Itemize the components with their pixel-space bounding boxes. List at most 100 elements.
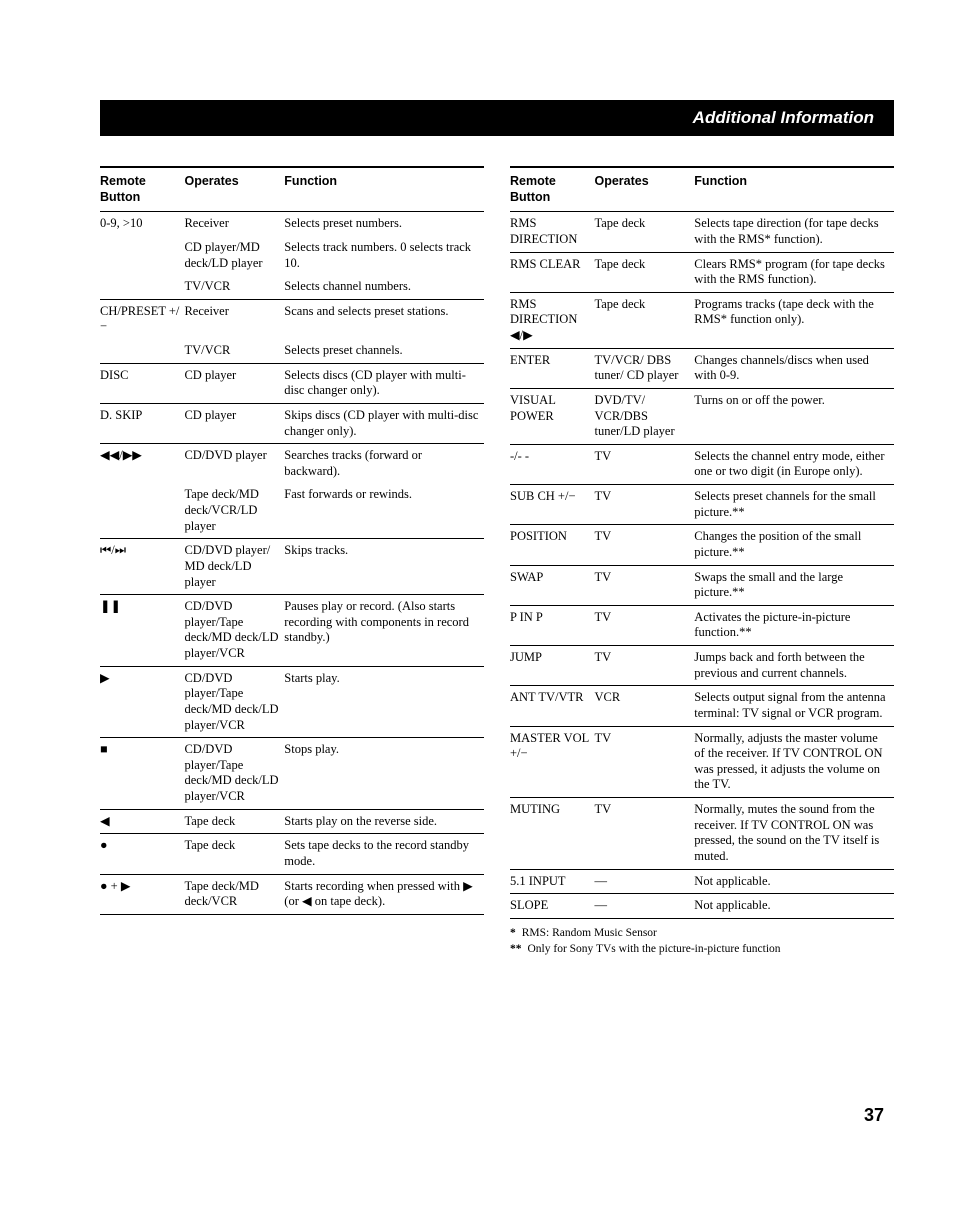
table-row: VISUAL POWERDVD/TV/ VCR/DBS tuner/LD pla… bbox=[510, 388, 894, 444]
table-row: MUTINGTVNormally, mutes the sound from t… bbox=[510, 798, 894, 870]
cell-operates: Tape deck/MD deck/VCR/LD player bbox=[184, 483, 284, 538]
cell-function: Activates the picture-in-picture functio… bbox=[694, 605, 894, 645]
cell-button: MUTING bbox=[510, 798, 594, 870]
cell-operates: CD/DVD player/ MD deck/LD player bbox=[184, 539, 284, 595]
cell-button: ● bbox=[100, 834, 184, 874]
cell-button: ● + ▶ bbox=[100, 874, 184, 914]
cell-function: Selects channel numbers. bbox=[284, 275, 484, 299]
cell-function: Swaps the small and the large picture.** bbox=[694, 565, 894, 605]
cell-operates: Tape deck bbox=[594, 252, 694, 292]
table-row: 5.1 INPUT—Not applicable. bbox=[510, 869, 894, 894]
cell-function: Searches tracks (forward or backward). bbox=[284, 444, 484, 484]
cell-button: 5.1 INPUT bbox=[510, 869, 594, 894]
cell-operates: Tape deck bbox=[594, 212, 694, 252]
table-row: D. SKIPCD playerSkips discs (CD player w… bbox=[100, 403, 484, 443]
cell-function: Selects preset channels for the small pi… bbox=[694, 485, 894, 525]
cell-function: Selects discs (CD player with multi-disc… bbox=[284, 363, 484, 403]
cell-button bbox=[100, 275, 184, 299]
table-row: DISCCD playerSelects discs (CD player wi… bbox=[100, 363, 484, 403]
cell-button bbox=[100, 339, 184, 363]
cell-function: Selects output signal from the antenna t… bbox=[694, 686, 894, 726]
cell-operates: VCR bbox=[594, 686, 694, 726]
cell-operates: TV bbox=[594, 646, 694, 686]
cell-button: ◀ bbox=[100, 809, 184, 834]
table-row: P IN PTVActivates the picture-in-picture… bbox=[510, 605, 894, 645]
cell-operates: CD/DVD player/Tape deck/MD deck/LD playe… bbox=[184, 738, 284, 810]
cell-function: Pauses play or record. (Also starts reco… bbox=[284, 595, 484, 667]
cell-operates: CD/DVD player/Tape deck/MD deck/LD playe… bbox=[184, 666, 284, 738]
cell-function: Jumps back and forth between the previou… bbox=[694, 646, 894, 686]
table-row: ⏮/⏭CD/DVD player/ MD deck/LD playerSkips… bbox=[100, 539, 484, 595]
table-row: ◀◀/▶▶CD/DVD playerSearches tracks (forwa… bbox=[100, 444, 484, 484]
cell-function: Selects tape direction (for tape decks w… bbox=[694, 212, 894, 252]
cell-operates: Tape deck bbox=[184, 834, 284, 874]
table-row: -/- -TVSelects the channel entry mode, e… bbox=[510, 444, 894, 484]
cell-operates: TV/VCR/ DBS tuner/ CD player bbox=[594, 348, 694, 388]
cell-function: Stops play. bbox=[284, 738, 484, 810]
cell-operates: — bbox=[594, 869, 694, 894]
cell-function: Changes the position of the small pictur… bbox=[694, 525, 894, 565]
cell-button: ENTER bbox=[510, 348, 594, 388]
cell-button: RMS DIRECTION ◀/▶ bbox=[510, 292, 594, 348]
cell-button: CH/PRESET +/− bbox=[100, 299, 184, 339]
cell-function: Changes channels/discs when used with 0-… bbox=[694, 348, 894, 388]
table-row: RMS DIRECTION ◀/▶Tape deckPrograms track… bbox=[510, 292, 894, 348]
cell-function: Fast forwards or rewinds. bbox=[284, 483, 484, 538]
two-column-layout: Remote Button Operates Function 0-9, >10… bbox=[100, 166, 894, 957]
table-row: ■CD/DVD player/Tape deck/MD deck/LD play… bbox=[100, 738, 484, 810]
cell-operates: TV/VCR bbox=[184, 339, 284, 363]
cell-function: Starts play. bbox=[284, 666, 484, 738]
table-row: POSITIONTVChanges the position of the sm… bbox=[510, 525, 894, 565]
cell-operates: — bbox=[594, 894, 694, 919]
cell-operates: TV bbox=[594, 798, 694, 870]
cell-operates: TV/VCR bbox=[184, 275, 284, 299]
col-header-button: Remote Button bbox=[510, 167, 594, 212]
cell-button: ⏮/⏭ bbox=[100, 539, 184, 595]
col-header-function: Function bbox=[284, 167, 484, 212]
cell-function: Not applicable. bbox=[694, 894, 894, 919]
table-row: SWAPTVSwaps the small and the large pict… bbox=[510, 565, 894, 605]
table-row: SUB CH +/−TVSelects preset channels for … bbox=[510, 485, 894, 525]
cell-function: Selects preset numbers. bbox=[284, 212, 484, 236]
table-row: TV/VCRSelects preset channels. bbox=[100, 339, 484, 363]
document-page: Additional Information Remote Button Ope… bbox=[0, 0, 954, 997]
cell-operates: TV bbox=[594, 444, 694, 484]
table-row: CD player/MD deck/LD playerSelects track… bbox=[100, 236, 484, 275]
table-row: ENTERTV/VCR/ DBS tuner/ CD playerChanges… bbox=[510, 348, 894, 388]
cell-button: P IN P bbox=[510, 605, 594, 645]
cell-button: -/- - bbox=[510, 444, 594, 484]
cell-function: Selects the channel entry mode, either o… bbox=[694, 444, 894, 484]
cell-operates: Tape deck bbox=[184, 809, 284, 834]
cell-function: Normally, mutes the sound from the recei… bbox=[694, 798, 894, 870]
cell-button: JUMP bbox=[510, 646, 594, 686]
footnotes: *RMS: Random Music Sensor **Only for Son… bbox=[510, 919, 894, 957]
cell-button: RMS CLEAR bbox=[510, 252, 594, 292]
cell-button: 0-9, >10 bbox=[100, 212, 184, 236]
cell-operates: CD player/MD deck/LD player bbox=[184, 236, 284, 275]
cell-function: Selects preset channels. bbox=[284, 339, 484, 363]
col-header-operates: Operates bbox=[594, 167, 694, 212]
table-row: SLOPE—Not applicable. bbox=[510, 894, 894, 919]
cell-operates: CD player bbox=[184, 403, 284, 443]
table-row: RMS CLEARTape deckClears RMS* program (f… bbox=[510, 252, 894, 292]
table-row: 0-9, >10ReceiverSelects preset numbers. bbox=[100, 212, 484, 236]
cell-function: Starts play on the reverse side. bbox=[284, 809, 484, 834]
cell-function: Programs tracks (tape deck with the RMS*… bbox=[694, 292, 894, 348]
table-row: MASTER VOL +/−TVNormally, adjusts the ma… bbox=[510, 726, 894, 798]
cell-button: ANT TV/VTR bbox=[510, 686, 594, 726]
right-column: Remote Button Operates Function RMS DIRE… bbox=[510, 166, 894, 957]
cell-function: Clears RMS* program (for tape decks with… bbox=[694, 252, 894, 292]
cell-button: MASTER VOL +/− bbox=[510, 726, 594, 798]
cell-operates: Receiver bbox=[184, 299, 284, 339]
table-row: Tape deck/MD deck/VCR/LD playerFast forw… bbox=[100, 483, 484, 538]
table-row: JUMPTVJumps back and forth between the p… bbox=[510, 646, 894, 686]
cell-operates: Tape deck/MD deck/VCR bbox=[184, 874, 284, 914]
cell-button: SWAP bbox=[510, 565, 594, 605]
cell-operates: TV bbox=[594, 726, 694, 798]
cell-button: POSITION bbox=[510, 525, 594, 565]
cell-function: Turns on or off the power. bbox=[694, 388, 894, 444]
section-title: Additional Information bbox=[673, 102, 894, 134]
footnote-1: *RMS: Random Music Sensor bbox=[510, 925, 894, 941]
page-number: 37 bbox=[864, 1105, 884, 1126]
cell-operates: CD player bbox=[184, 363, 284, 403]
